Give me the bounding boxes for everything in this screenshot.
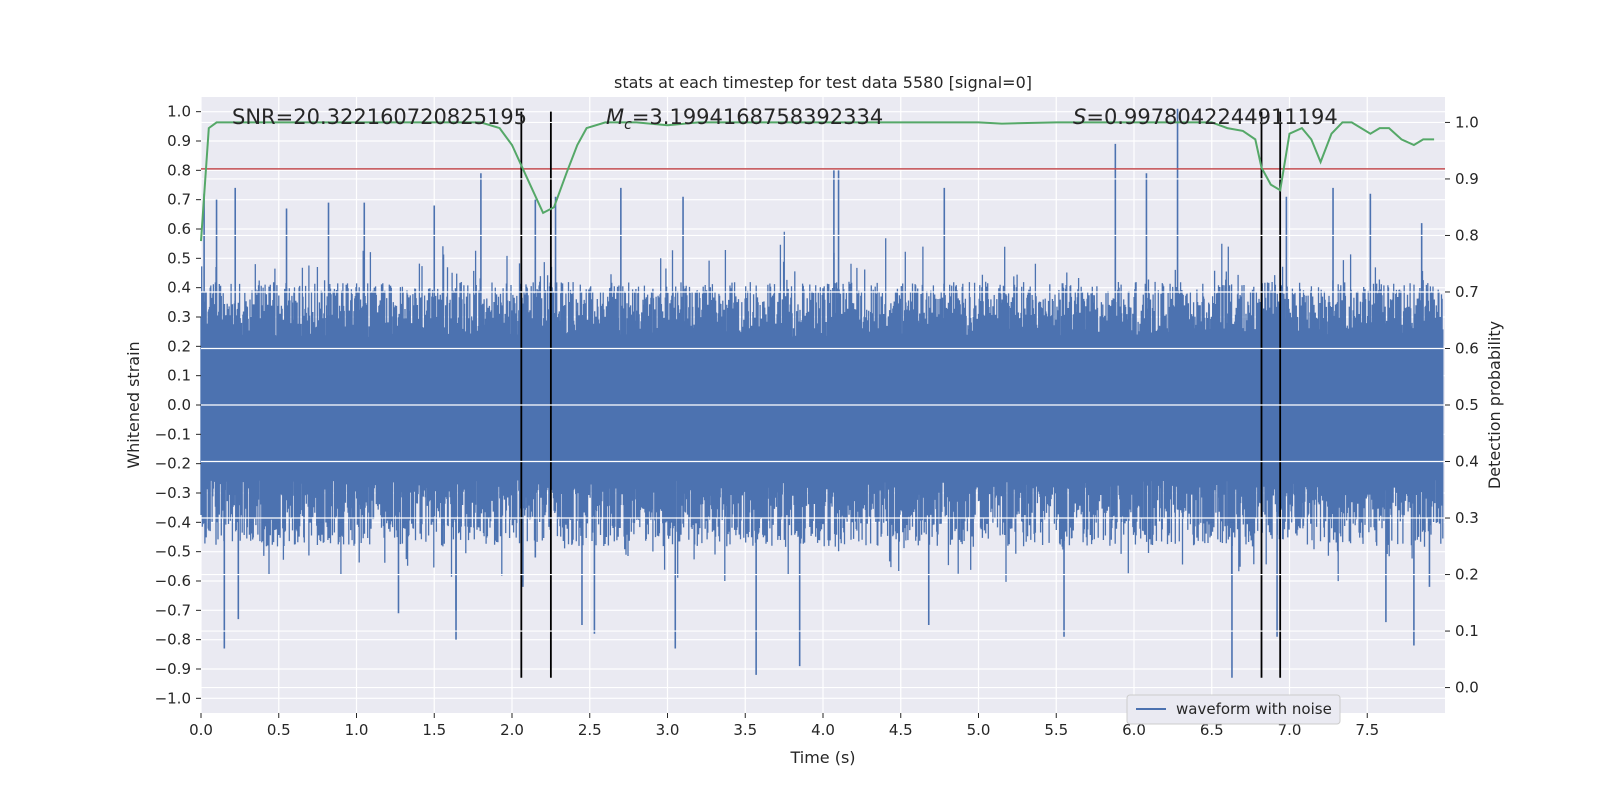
y-tick-label: 0.2: [167, 337, 191, 355]
detection-probability-series: [200, 121, 1435, 242]
x-tick-label: 7.5: [1355, 721, 1379, 739]
y-tick-label: −0.2: [155, 455, 191, 473]
chirp-mass-subscript: c: [624, 117, 632, 133]
y-tick-label: 0.5: [167, 249, 191, 267]
y2-tick-label: 0.9: [1455, 170, 1479, 188]
y-tick-label: −0.6: [155, 572, 191, 590]
y-tick-label: 0.7: [167, 191, 191, 209]
y2-tick-label: 0.4: [1455, 453, 1479, 471]
detection-probability-line: [200, 121, 1435, 242]
x-tick-label: 7.0: [1278, 721, 1302, 739]
y-tick-label: −0.4: [155, 513, 191, 531]
s-symbol: S: [1073, 105, 1086, 129]
y-tick-label: −0.5: [155, 543, 191, 561]
y2-tick-label: 1.0: [1455, 113, 1479, 131]
y2-tick-label: 0.3: [1455, 509, 1479, 527]
x-tick-label: 5.0: [967, 721, 991, 739]
x-tick-label: 1.0: [345, 721, 369, 739]
y-tick-label: 0.0: [167, 396, 191, 414]
y2-tick-label: 0.7: [1455, 283, 1479, 301]
right-axis-gridlines: [201, 121, 1445, 689]
y-tick-label: 0.9: [167, 132, 191, 150]
y-tick-label: 0.8: [167, 161, 191, 179]
y-tick-label: −0.3: [155, 484, 191, 502]
waveform-series: [200, 108, 1444, 678]
y2-tick-label: 0.2: [1455, 566, 1479, 584]
y-tick-label: −1.0: [155, 689, 191, 707]
y2-tick-label: 0.5: [1455, 396, 1479, 414]
x-tick-label: 1.5: [422, 721, 446, 739]
x-tick-label: 3.5: [733, 721, 757, 739]
y-tick-label: 0.3: [167, 308, 191, 326]
s-value: =0.9978042244911194: [1086, 105, 1337, 129]
right-y-axis-ticks: 1.0 0.9 0.8 0.7 0.6 0.5 0.4 0.3 0.2 0.1 0.0: [1445, 113, 1479, 697]
y-tick-label: −0.8: [155, 631, 191, 649]
legend: waveform with noise: [1126, 694, 1341, 725]
x-tick-label: 6.0: [1122, 721, 1146, 739]
x-tick-label: 0.5: [267, 721, 291, 739]
s-annotation: S=0.9978042244911194: [1073, 105, 1338, 129]
y2-axis-label: Detection probability: [1485, 321, 1504, 489]
x-tick-label: 2.0: [500, 721, 524, 739]
chirp-mass-value: =3.1994168758392334: [632, 105, 883, 129]
y2-tick-label: 0.0: [1455, 679, 1479, 697]
legend-box: [1126, 694, 1341, 725]
x-tick-label: 4.0: [811, 721, 835, 739]
waveform-noise-trace: [200, 231, 1444, 582]
x-axis-label: Time (s): [789, 748, 855, 767]
x-tick-label: 5.5: [1044, 721, 1068, 739]
chart-title: stats at each timestep for test data 558…: [614, 73, 1032, 92]
y2-tick-label: 0.8: [1455, 226, 1479, 244]
y2-tick-label: 0.6: [1455, 339, 1479, 357]
y-tick-label: 0.6: [167, 220, 191, 238]
left-y-axis-ticks: 1.0 0.9 0.8 0.7 0.6 0.5 0.4 0.3 0.2 0.1 0.0 −0.1 −0.…: [155, 103, 201, 707]
y-tick-label: 0.1: [167, 367, 191, 385]
y2-tick-label: 0.1: [1455, 622, 1479, 640]
x-tick-label: 2.5: [578, 721, 602, 739]
y-tick-label: −0.1: [155, 425, 191, 443]
y-tick-label: −0.9: [155, 660, 191, 678]
x-tick-label: 4.5: [889, 721, 913, 739]
x-tick-label: 3.0: [656, 721, 680, 739]
legend-label-waveform: waveform with noise: [1176, 700, 1332, 718]
x-tick-label: 6.5: [1200, 721, 1224, 739]
x-axis-ticks: 0.0 0.5 1.0 1.5 2.0 2.5 3.0 3.5 4.0 4.5 5.0 5.5 6.0 6…: [189, 713, 1379, 739]
x-tick-label: 0.0: [189, 721, 213, 739]
chirp-mass-annotation: Mc=3.1994168758392334: [606, 105, 883, 133]
y-tick-label: 1.0: [167, 103, 191, 121]
chirp-mass-symbol: M: [606, 105, 624, 129]
vertical-marker-lines: [520, 111, 1282, 678]
y-tick-label: −0.7: [155, 601, 191, 619]
snr-annotation: SNR=20.322160720825195: [232, 105, 527, 129]
y-axis-label: Whitened strain: [124, 341, 143, 468]
y-tick-label: 0.4: [167, 279, 191, 297]
